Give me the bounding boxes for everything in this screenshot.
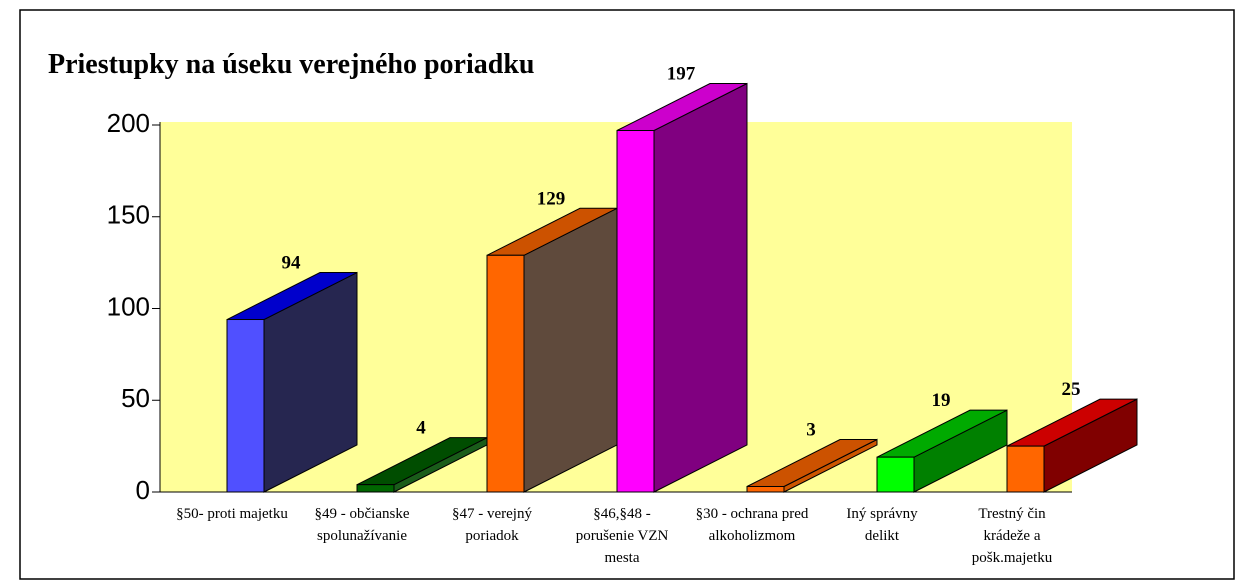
x-tick-label: §46,§48 - [593,506,651,522]
chart-title: Priestupky na úseku verejného poriadku [48,49,534,80]
y-tick-label: 0 [136,475,150,505]
value-label: 4 [416,418,426,439]
bar-side [653,82,748,493]
bar [356,484,395,493]
bar [616,130,655,493]
y-tick-label: 100 [107,291,150,321]
x-tick-label: mesta [605,550,640,566]
x-tick-label: §49 - občianske [315,506,410,522]
y-tick-label: 50 [121,383,150,413]
value-label: 25 [1062,379,1081,400]
x-tick-label: Trestný čin [978,506,1046,522]
x-tick-label: pošk.majetku [972,550,1053,566]
y-tick-label: 200 [107,108,150,138]
x-tick-label: alkoholizmom [709,528,796,544]
x-tick-label: delikt [865,528,900,544]
value-label: 129 [537,188,566,209]
bar [876,456,915,493]
value-label: 3 [806,419,816,440]
x-tick-label: §30 - ochrana pred [696,506,809,522]
x-tick-label: poriadok [465,528,519,544]
value-label: 19 [932,390,951,411]
x-tick-label: §47 - verejný [452,506,532,522]
value-label: 197 [667,64,696,85]
value-label: 94 [282,253,302,274]
y-tick-label: 150 [107,200,150,230]
bar-side [523,207,618,493]
x-tick-label: Iný správny [846,506,918,522]
bar [1006,445,1045,493]
x-tick-label: krádeže a [983,528,1040,544]
x-tick-label: spolunažívanie [317,528,407,544]
bar [226,319,265,493]
bar [746,485,785,493]
bar [486,254,525,493]
x-tick-label: §50- proti majetku [176,506,288,522]
x-tick-label: porušenie VZN [576,528,669,544]
